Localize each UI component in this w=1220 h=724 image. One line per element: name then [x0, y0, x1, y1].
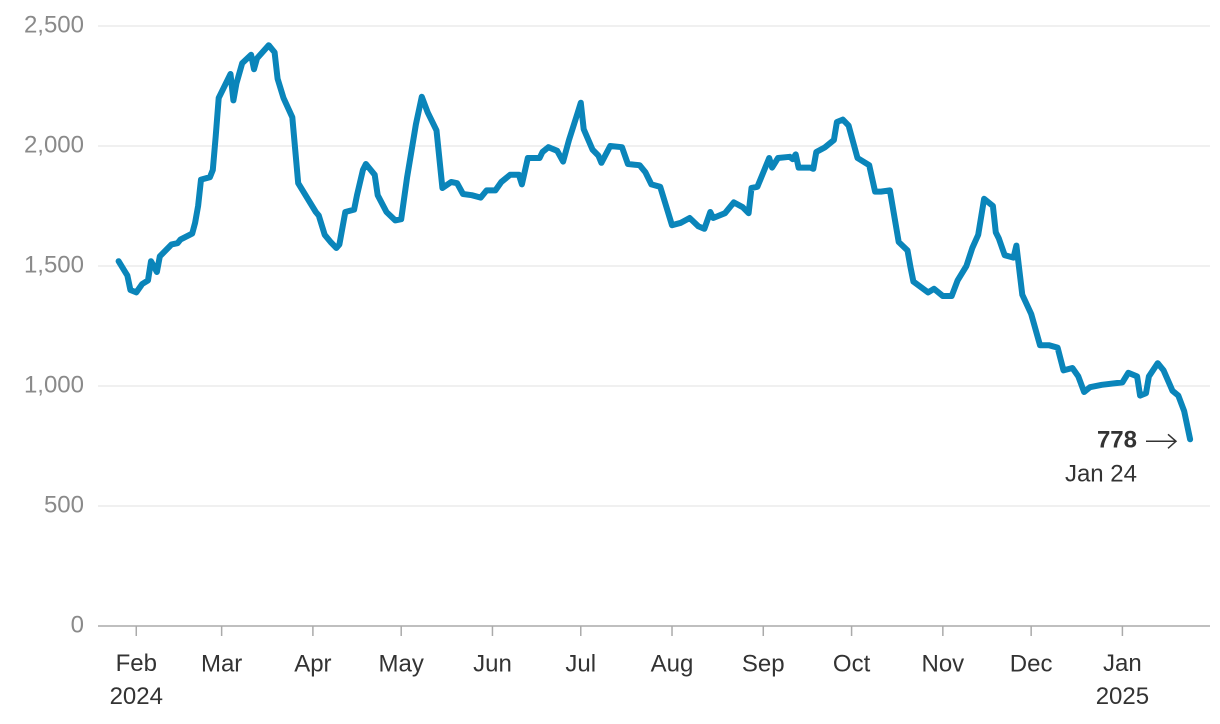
x-tick-label: Apr: [294, 650, 331, 677]
x-tick-label: Jul: [565, 650, 596, 677]
x-tick-label: Nov: [921, 650, 964, 677]
arrow: [1146, 433, 1178, 449]
end-date-label: Jan 24: [1065, 461, 1137, 488]
y-tick-label: 0: [71, 611, 84, 638]
x-tick-label: Dec: [1010, 650, 1053, 677]
y-tick-label: 500: [44, 491, 84, 518]
x-tick-label: Aug: [651, 650, 694, 677]
x-tick-label: Feb 2024: [110, 650, 163, 710]
x-tick-label: Jan 2025: [1096, 650, 1149, 710]
y-tick-label: 2,500: [24, 11, 84, 38]
y-tick-label: 1,500: [24, 251, 84, 278]
x-tick-label: Sep: [742, 650, 785, 677]
y-tick-label: 2,000: [24, 131, 84, 158]
x-tick-label: May: [379, 650, 424, 677]
end-value-label: 778: [1097, 427, 1137, 454]
y-tick-label: 1,000: [24, 371, 84, 398]
x-tick-label: Oct: [833, 650, 871, 677]
x-tick-label: Mar: [201, 650, 242, 677]
line: [115, 42, 1194, 443]
x-tick-label: Jun: [473, 650, 512, 677]
